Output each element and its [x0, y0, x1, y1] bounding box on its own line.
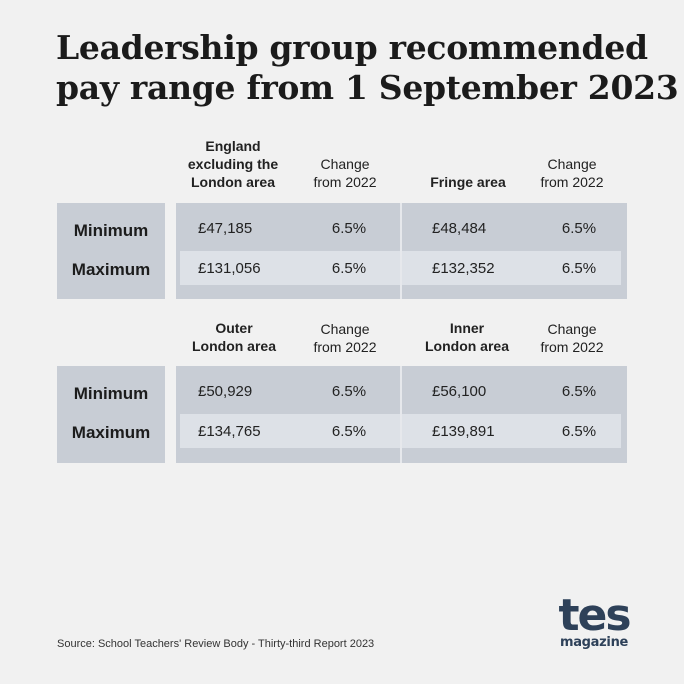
header-line: England — [205, 138, 261, 154]
header-line: Inner — [449, 320, 485, 336]
logo-sub-text: magazine — [559, 635, 629, 650]
row-label-maximum: Maximum — [71, 423, 151, 442]
change-cell: 6.5% — [561, 260, 597, 277]
region-header-outer-london: Outer London area — [188, 319, 280, 355]
row-label-maximum: Maximum — [71, 260, 151, 279]
value-cell: £48,484 — [432, 220, 487, 237]
value-cell: £134,765 — [198, 423, 261, 440]
change-cell: 6.5% — [331, 260, 367, 277]
header-line: Change — [320, 321, 370, 337]
change-header: Change from 2022 — [305, 155, 385, 191]
header-line: Change — [547, 321, 597, 337]
header-line: Change — [547, 156, 597, 172]
header-line: from 2022 — [540, 174, 604, 190]
page-title: Leadership group recommended pay range f… — [56, 28, 679, 108]
row-label-column: Minimum Maximum — [57, 203, 165, 299]
source-note: Source: School Teachers' Review Body - T… — [57, 638, 375, 650]
row-label-minimum: Minimum — [73, 384, 149, 403]
header-line: London area — [190, 174, 275, 190]
value-cell: £132,352 — [432, 260, 495, 277]
logo-main-text: tes — [558, 590, 631, 641]
data-table-1: £47,185 6.5% £48,484 6.5% £131,056 6.5% … — [176, 203, 627, 299]
value-cell: £56,100 — [432, 383, 487, 400]
header-line: from 2022 — [313, 339, 377, 355]
value-cell: £50,929 — [198, 383, 253, 400]
header-line: excluding the — [187, 156, 279, 172]
change-header: Change from 2022 — [532, 155, 612, 191]
header-line: from 2022 — [313, 174, 377, 190]
region-header-inner-london: Inner London area — [421, 319, 513, 355]
change-cell: 6.5% — [331, 423, 367, 440]
change-cell: 6.5% — [561, 220, 597, 237]
header-line: London area — [424, 338, 509, 354]
tes-magazine-logo: tes magazine — [556, 590, 632, 650]
value-cell: £131,056 — [198, 260, 261, 277]
header-line: Change — [320, 156, 370, 172]
change-header: Change from 2022 — [305, 320, 385, 356]
change-cell: 6.5% — [331, 383, 367, 400]
change-cell: 6.5% — [561, 383, 597, 400]
column-divider — [400, 366, 402, 463]
title-line-2: pay range from 1 September 2023 — [56, 68, 679, 107]
value-cell: £47,185 — [198, 220, 253, 237]
change-cell: 6.5% — [331, 220, 367, 237]
row-label-column: Minimum Maximum — [57, 366, 165, 463]
region-header-england: England excluding the London area — [178, 137, 288, 191]
data-table-2: £50,929 6.5% £56,100 6.5% £134,765 6.5% … — [176, 366, 627, 463]
region-header-fringe: Fringe area — [418, 173, 518, 191]
title-line-1: Leadership group recommended — [56, 28, 648, 67]
change-header: Change from 2022 — [532, 320, 612, 356]
change-cell: 6.5% — [561, 423, 597, 440]
value-cell: £139,891 — [432, 423, 495, 440]
header-line: London area — [191, 338, 276, 354]
header-line: Fringe area — [430, 174, 506, 190]
header-line: from 2022 — [540, 339, 604, 355]
header-line: Outer — [215, 320, 253, 336]
row-label-minimum: Minimum — [73, 221, 149, 240]
column-divider — [400, 203, 402, 299]
